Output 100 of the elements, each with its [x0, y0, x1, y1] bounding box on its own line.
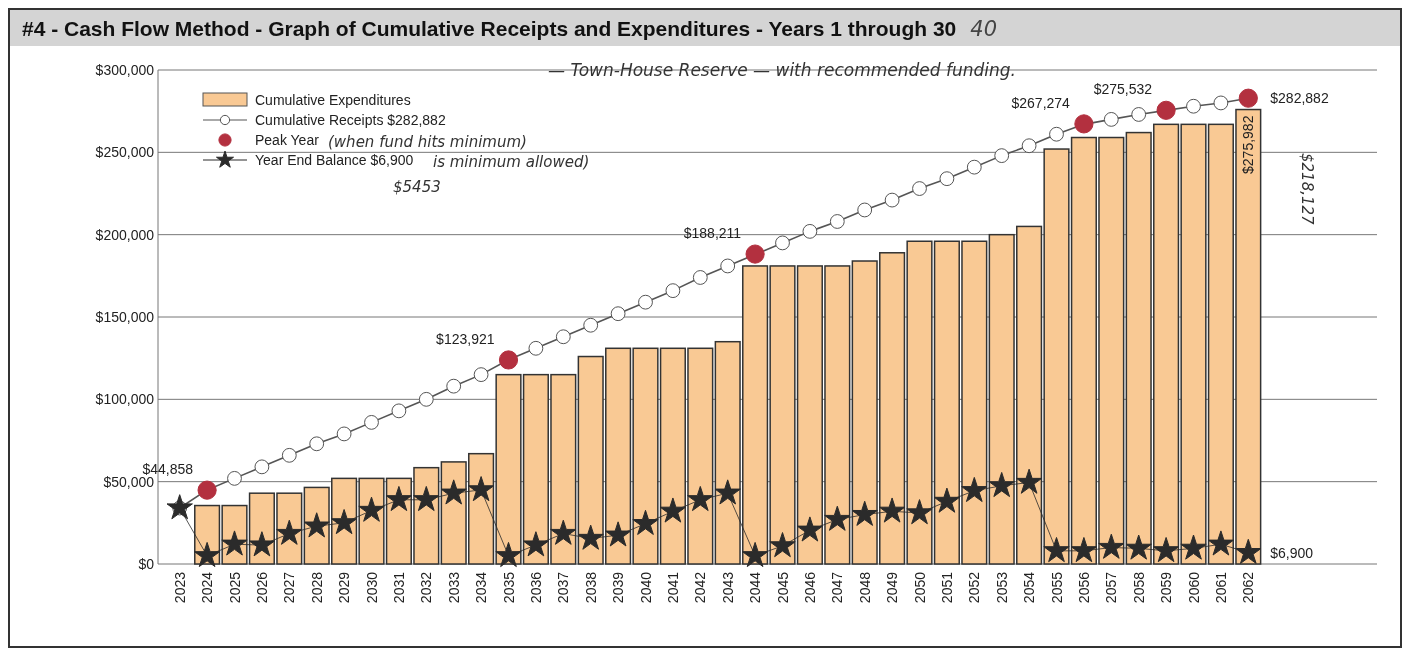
- point: [385, 485, 413, 512]
- data-label: $275,532: [1093, 81, 1153, 98]
- point: [665, 283, 681, 299]
- point: [1021, 138, 1037, 154]
- x-tick-label: 2042: [692, 571, 709, 604]
- x-tick-label: 2046: [801, 571, 818, 604]
- x-tick-label: 2049: [884, 571, 901, 604]
- point: [276, 519, 303, 545]
- point: [994, 148, 1010, 164]
- point: [988, 471, 1015, 498]
- point: [966, 159, 982, 175]
- x-tick-label: 2027: [281, 571, 298, 604]
- point: [281, 447, 297, 463]
- x-tick-label: 2050: [911, 571, 928, 604]
- point: [1235, 538, 1262, 564]
- point: [473, 367, 489, 383]
- point: [336, 426, 352, 442]
- point: [1043, 536, 1070, 563]
- y-tick-label: $300,000: [95, 62, 155, 78]
- legend-label: Cumulative Receipts $282,882: [255, 112, 446, 128]
- text: 40: [970, 17, 998, 41]
- x-tick-label: 2036: [527, 571, 544, 604]
- legend-label: Peak Year: [255, 132, 320, 148]
- point: [687, 485, 714, 512]
- x-tick-label: 2053: [993, 571, 1010, 604]
- x-tick-label: 2048: [856, 571, 873, 604]
- x-tick-label: 2056: [1075, 571, 1092, 604]
- point: [632, 509, 659, 535]
- point: [583, 317, 599, 333]
- point: [495, 541, 522, 568]
- point: [577, 524, 604, 550]
- point: [227, 470, 242, 486]
- point: [824, 505, 851, 531]
- x-tick-label: 2032: [418, 571, 435, 604]
- text: $218,127: [1298, 153, 1316, 226]
- y-tick-label: $0: [138, 556, 155, 572]
- data-label: $282,882: [1270, 90, 1329, 107]
- x-tick-label: 2039: [610, 571, 627, 604]
- annotation: is minimum allowed): [433, 153, 590, 171]
- x-tick-label: 2055: [1048, 571, 1065, 604]
- x-tick-label: 2062: [1240, 571, 1257, 604]
- point: [221, 530, 248, 556]
- x-tick-label: 2043: [719, 571, 736, 604]
- x-tick-label: 2026: [253, 571, 270, 604]
- data-label: $44,858: [142, 461, 194, 478]
- data-label: $123,921: [436, 330, 495, 347]
- point: [933, 487, 961, 513]
- x-tick-label: 2037: [555, 571, 572, 604]
- x-tick-label: 2045: [774, 571, 791, 604]
- point: [254, 459, 270, 475]
- x-tick-label: 2038: [582, 571, 599, 604]
- point: [391, 403, 407, 419]
- chart-title: #4 - Cash Flow Method - Graph of Cumulative Receipts and Expenditures - Years 1 through 30: [22, 17, 957, 40]
- y-tick-label: $200,000: [95, 226, 155, 243]
- point: [720, 258, 736, 274]
- point: [303, 512, 330, 538]
- point: [878, 497, 906, 523]
- x-tick-label: 2060: [1185, 571, 1202, 604]
- x-tick-label: 2030: [363, 571, 380, 604]
- point: [906, 499, 933, 525]
- data-label: $6,900: [1270, 544, 1314, 561]
- point: [550, 519, 577, 545]
- legend-label: Cumulative Expenditures: [255, 92, 411, 108]
- point: [857, 202, 873, 218]
- point: [1186, 98, 1201, 114]
- x-tick-label: 2041: [664, 571, 681, 604]
- point: [741, 541, 769, 568]
- data-label: $275,982: [1240, 115, 1257, 174]
- data-label: $188,211: [683, 225, 742, 242]
- x-tick-label: 2033: [445, 571, 462, 604]
- annotation: $5453: [393, 178, 441, 196]
- point: [1152, 536, 1180, 563]
- point: [775, 235, 790, 251]
- point: [1015, 468, 1043, 494]
- x-tick-label: 2028: [308, 571, 325, 604]
- y-tick-label: $150,000: [95, 309, 155, 325]
- legend-label: Year End Balance $6,900: [255, 152, 414, 168]
- x-tick-label: 2024: [199, 571, 216, 604]
- point: [939, 171, 955, 187]
- x-tick-label: 2057: [1103, 571, 1120, 604]
- point: [418, 391, 434, 407]
- point: [364, 414, 379, 430]
- point: [1125, 534, 1152, 560]
- point: [604, 521, 632, 547]
- point: [309, 436, 325, 452]
- point: [555, 329, 571, 345]
- point: [769, 532, 796, 558]
- x-tick-label: 2051: [938, 571, 955, 604]
- x-tick-label: 2025: [226, 571, 243, 604]
- point: [638, 294, 653, 310]
- x-tick-label: 2031: [390, 571, 407, 604]
- x-tick-label: 2044: [747, 571, 764, 604]
- x-tick-label: 2040: [637, 571, 654, 604]
- point: [1098, 533, 1125, 559]
- annotation: — Town-House Reserve — with recommended funding.: [548, 60, 1016, 80]
- point: [1180, 534, 1207, 560]
- point: [1070, 536, 1098, 563]
- point: [796, 516, 824, 542]
- point: [884, 192, 900, 208]
- point: [1103, 112, 1119, 127]
